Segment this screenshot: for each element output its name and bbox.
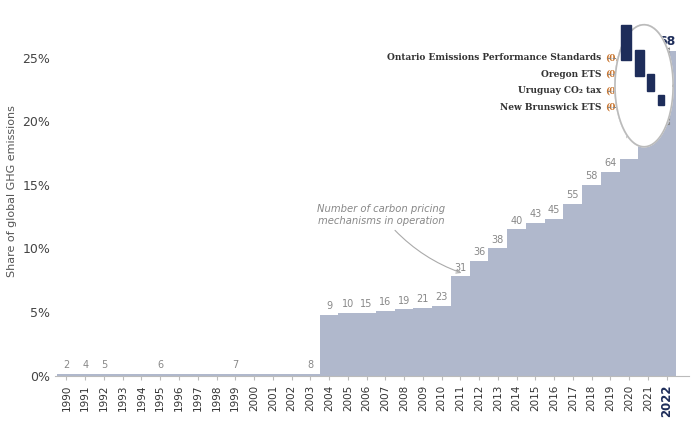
Bar: [621, 25, 631, 60]
Bar: [244, 374, 263, 376]
Bar: [432, 306, 451, 376]
Bar: [564, 204, 582, 376]
Bar: [263, 374, 282, 376]
Text: 45: 45: [548, 205, 560, 215]
Text: 21: 21: [417, 294, 429, 304]
Bar: [638, 77, 657, 376]
Text: 43: 43: [529, 209, 541, 219]
Bar: [189, 374, 207, 376]
Text: 23: 23: [435, 292, 448, 302]
Bar: [647, 74, 654, 91]
Text: 36: 36: [473, 247, 485, 257]
Polygon shape: [615, 25, 673, 147]
Bar: [357, 312, 376, 376]
Bar: [470, 261, 489, 376]
Bar: [132, 374, 151, 376]
Text: 10: 10: [342, 299, 354, 310]
Text: 64: 64: [604, 158, 617, 168]
Bar: [95, 374, 113, 376]
Text: New Brunswick ETS: New Brunswick ETS: [500, 103, 605, 112]
Bar: [338, 313, 357, 376]
Text: Number of carbon pricing
mechanisms in operation: Number of carbon pricing mechanisms in o…: [317, 204, 460, 273]
Text: Uruguay CO₂ tax: Uruguay CO₂ tax: [519, 86, 605, 95]
Bar: [507, 229, 526, 376]
Bar: [376, 311, 395, 376]
Text: 9: 9: [326, 301, 332, 311]
Text: 38: 38: [491, 234, 504, 245]
Bar: [151, 374, 170, 376]
Bar: [545, 219, 564, 376]
Bar: [282, 374, 301, 376]
Text: 58: 58: [585, 171, 598, 181]
Bar: [170, 374, 189, 376]
Text: (0.05%): (0.05%): [606, 70, 644, 79]
Bar: [113, 374, 132, 376]
Text: 6: 6: [157, 360, 164, 371]
Bar: [57, 374, 76, 376]
Bar: [582, 185, 601, 376]
Bar: [489, 248, 507, 376]
Text: Ontario Emissions Performance Standards: Ontario Emissions Performance Standards: [388, 53, 605, 62]
Bar: [451, 276, 470, 376]
Text: 15: 15: [361, 299, 372, 309]
Bar: [626, 47, 670, 124]
Text: (0.08%): (0.08%): [606, 53, 644, 62]
Bar: [619, 159, 638, 376]
Bar: [319, 315, 338, 376]
Text: (0.01%): (0.01%): [606, 86, 644, 95]
Bar: [635, 50, 644, 75]
Text: Oregon ETS: Oregon ETS: [541, 70, 605, 79]
Bar: [413, 308, 432, 376]
Text: 40: 40: [510, 215, 523, 226]
Text: 68: 68: [658, 35, 675, 47]
Bar: [526, 223, 545, 376]
Bar: [395, 310, 413, 376]
Text: 2: 2: [63, 360, 70, 371]
Bar: [226, 374, 244, 376]
Text: (0.01%): (0.01%): [606, 103, 644, 112]
Text: 8: 8: [307, 360, 313, 371]
Y-axis label: Share of global GHG emissions: Share of global GHG emissions: [7, 105, 17, 277]
Bar: [601, 172, 619, 376]
Text: 4: 4: [82, 360, 88, 371]
Bar: [301, 374, 319, 376]
Text: 31: 31: [454, 262, 466, 273]
Text: 55: 55: [567, 190, 579, 200]
Text: 5: 5: [101, 360, 107, 371]
Text: 16: 16: [379, 297, 391, 307]
Bar: [207, 374, 226, 376]
Bar: [658, 95, 664, 105]
Text: 7: 7: [232, 360, 239, 371]
Bar: [657, 51, 676, 376]
Text: 19: 19: [398, 296, 410, 306]
Bar: [76, 374, 95, 376]
